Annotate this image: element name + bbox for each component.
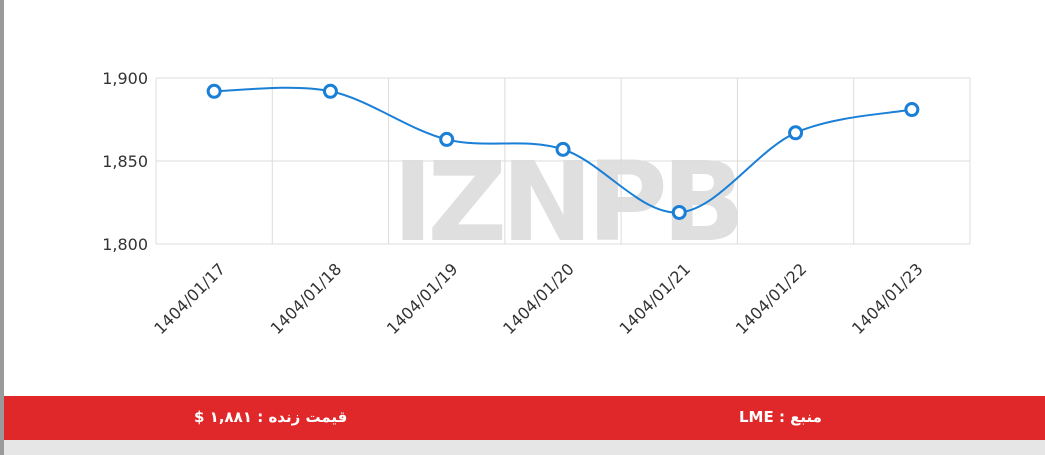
watermark: IZNPB [392,138,739,266]
source: منبع : LME [739,408,822,426]
x-tick-label: 1404/01/21 [615,259,694,338]
x-tick-label: 1404/01/18 [267,259,346,338]
x-tick-label: 1404/01/20 [499,259,578,338]
x-tick-label: 1404/01/22 [732,259,811,338]
point [904,102,920,118]
x-tick-label: 1404/01/23 [848,259,927,338]
bottom-strip [4,440,1045,455]
chart: IZNPB 1,800 1,850 1,900 1404/01/17 1404/01/18… [102,69,971,338]
x-tick-label: 1404/01/17 [150,259,229,338]
y-tick-label: 1,800 [102,235,148,254]
point [206,83,222,99]
x-tick-label: 1404/01/19 [383,259,462,338]
point [439,131,455,147]
point [788,125,804,141]
point [322,83,338,99]
point [671,204,687,220]
footer-bar: قیمت زنده : ۱,۸۸۱ $ منبع : LME [4,396,1045,440]
live-price: قیمت زنده : ۱,۸۸۱ $ [194,408,348,426]
y-tick-label: 1,900 [102,69,148,88]
y-tick-label: 1,850 [102,152,148,171]
point [555,141,571,157]
